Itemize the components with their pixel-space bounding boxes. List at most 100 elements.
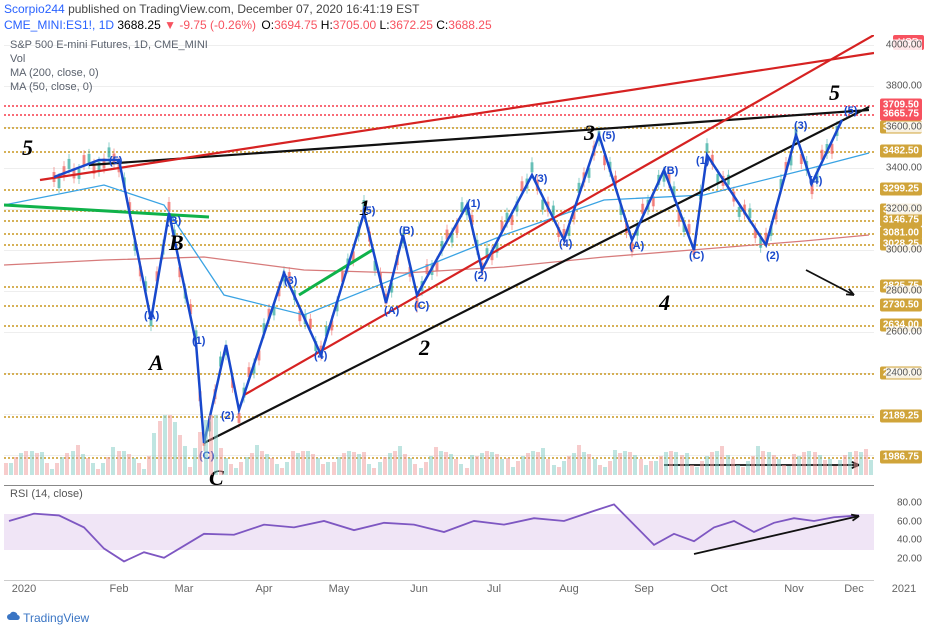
price-label: 2189.25 — [880, 409, 922, 422]
volume-bar — [854, 451, 858, 475]
volume-bar — [674, 452, 678, 475]
volume-bar — [76, 445, 80, 475]
volume-bar — [756, 446, 760, 475]
volume-bar — [424, 462, 428, 475]
volume-bar — [654, 461, 658, 475]
subwave-label: (5) — [362, 205, 375, 217]
volume-bar — [598, 465, 602, 475]
volume-bar — [828, 459, 832, 475]
volume-bar — [178, 435, 182, 475]
volume-bar — [198, 432, 202, 475]
volume-bar — [705, 456, 709, 475]
price-label: 2730.50 — [880, 299, 922, 312]
volume-bar — [782, 465, 786, 475]
volume-bar — [741, 467, 745, 475]
volume-bar — [168, 415, 172, 475]
volume-bar — [372, 468, 376, 475]
volume-bar — [111, 447, 115, 475]
change-arrow: ▼ — [164, 18, 176, 32]
volume-bar — [572, 453, 576, 475]
volume-bar — [772, 455, 776, 475]
volume-bar — [608, 461, 612, 475]
volume-bar — [163, 415, 167, 475]
time-label: Sep — [634, 583, 654, 595]
volume-bar — [142, 469, 146, 475]
time-label: May — [329, 583, 350, 595]
volume-bar — [9, 463, 13, 475]
volume-bar — [470, 455, 474, 475]
grid-label: 2400.00 — [886, 367, 922, 378]
subwave-label: (1) — [192, 335, 205, 347]
username[interactable]: Scorpio244 — [4, 2, 65, 16]
open-price: 3694.75 — [274, 18, 317, 32]
volume-bar — [633, 455, 637, 475]
subwave-label: (3) — [534, 173, 547, 185]
volume-bar — [700, 461, 704, 475]
grid-label: 3800.00 — [886, 81, 922, 92]
subwave-label: (3) — [284, 275, 297, 287]
rsi-panel[interactable]: RSI (14, close) — [4, 485, 874, 578]
publish-header: Scorpio244 published on TradingView.com,… — [4, 2, 419, 16]
change-value: -9.75 (-0.26%) — [179, 18, 256, 32]
time-axis[interactable]: 2020FebMarAprMayJunJulAugSepOctNovDec202… — [4, 580, 874, 599]
grid-label: 3400.00 — [886, 163, 922, 174]
tradingview-logo[interactable]: TradingView — [6, 610, 89, 625]
volume-bar — [807, 451, 811, 475]
volume-bar — [40, 452, 44, 475]
volume-bar — [669, 451, 673, 475]
subwave-label: (1) — [467, 198, 480, 210]
subwave-label: (5) — [844, 105, 857, 117]
volume-bar — [101, 463, 105, 475]
volume-bar — [680, 455, 684, 475]
wave-label: 5 — [829, 80, 840, 106]
volume-bar — [511, 467, 515, 475]
volume-bar — [71, 451, 75, 475]
grid-label: 4000.00 — [886, 40, 922, 51]
volume-bar — [117, 451, 121, 475]
volume-bar — [224, 458, 228, 475]
volume-bar — [495, 454, 499, 475]
time-label: 2020 — [12, 583, 36, 595]
volume-bar — [35, 453, 39, 475]
volume-bar — [792, 454, 796, 475]
price-label: 1986.75 — [880, 451, 922, 464]
volume-bar — [449, 454, 453, 475]
cloud-icon — [6, 610, 20, 624]
volume-bar — [245, 457, 249, 475]
rsi-band — [4, 514, 874, 551]
volume-bar — [24, 451, 28, 475]
volume-bar — [838, 460, 842, 475]
rsi-axis[interactable]: 20.0040.0060.0080.00 — [874, 485, 926, 577]
volume-bar — [158, 421, 162, 475]
symbol-full[interactable]: CME_MINI:ES1!, 1D — [4, 18, 114, 32]
volume-bar — [45, 463, 49, 475]
volume-bar — [485, 451, 489, 475]
volume-bar — [613, 450, 617, 475]
publish-datetime: December 07, 2020 16:41:19 EST — [237, 2, 419, 16]
subwave-label: (1) — [696, 155, 709, 167]
subwave-label: (5) — [109, 155, 122, 167]
volume-bar — [137, 463, 141, 475]
subwave-label: (3) — [794, 120, 807, 132]
price-axis[interactable]: USD 3709.503665.753599.753482.503299.253… — [874, 35, 926, 475]
grid-label: 3000.00 — [886, 244, 922, 255]
subwave-label: (4) — [809, 175, 822, 187]
volume-bar — [536, 452, 540, 475]
volume-bar — [864, 449, 868, 475]
volume-bar — [726, 455, 730, 475]
volume-bar — [86, 458, 90, 475]
volume-bar — [209, 415, 213, 475]
main-chart[interactable]: S&P 500 E-mini Futures, 1D, CME_MINIVolM… — [4, 35, 874, 475]
volume-bar — [347, 451, 351, 475]
volume-bar — [4, 463, 8, 475]
time-label: 2021 — [892, 583, 916, 595]
subwave-label: (A) — [384, 305, 399, 317]
volume-bar — [459, 464, 463, 475]
volume-bar — [628, 452, 632, 475]
volume-bar — [797, 456, 801, 475]
volume-bar — [731, 459, 735, 475]
volume-bar — [593, 459, 597, 475]
wave-label: 5 — [22, 135, 33, 161]
volume-bar — [321, 464, 325, 475]
volume-bar — [859, 452, 863, 475]
